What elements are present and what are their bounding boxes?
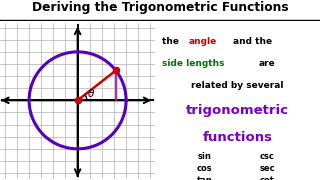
Text: sin: sin [198, 152, 212, 161]
Text: functions: functions [203, 131, 273, 144]
Text: side lengths: side lengths [162, 59, 224, 68]
Text: trigonometric: trigonometric [186, 103, 289, 116]
Text: related by several: related by several [191, 81, 284, 90]
Text: cot: cot [260, 176, 275, 180]
Text: csc: csc [260, 152, 275, 161]
Text: the: the [162, 37, 182, 46]
Text: tan: tan [197, 176, 212, 180]
Text: cos: cos [197, 164, 212, 173]
Text: and the: and the [233, 37, 272, 46]
Text: Deriving the Trigonometric Functions: Deriving the Trigonometric Functions [32, 1, 288, 14]
Text: angle: angle [188, 37, 216, 46]
Text: sec: sec [260, 164, 275, 173]
Text: θ: θ [87, 89, 94, 99]
Text: are: are [259, 59, 276, 68]
